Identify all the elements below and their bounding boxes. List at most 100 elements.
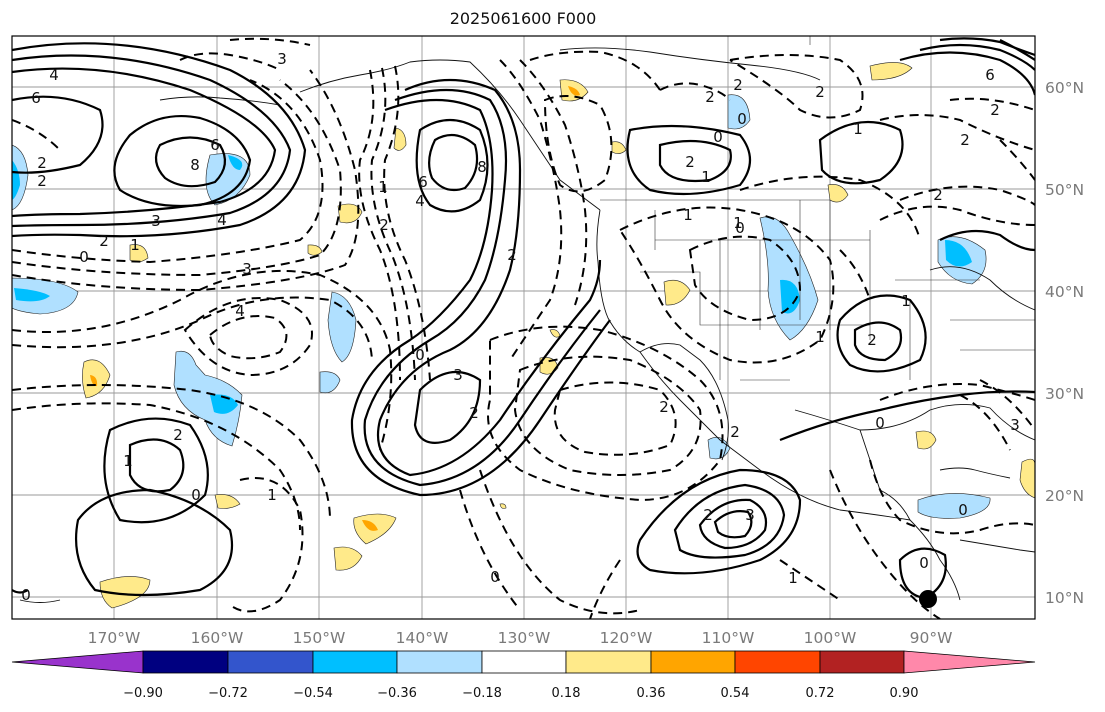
contour-label: 6 [31, 89, 41, 107]
contour-label: 2 [469, 404, 479, 422]
lat-tick-label: 30°N [1045, 385, 1084, 403]
contour-label: 4 [235, 302, 245, 320]
contour-label: 2 [933, 186, 943, 204]
contour-label: 2 [815, 83, 825, 101]
contour-label: 4 [49, 66, 59, 84]
colorbar-tick-label: 0.18 [552, 686, 581, 701]
lon-tick-label: 170°W [88, 629, 141, 647]
contour-label: 0 [958, 501, 968, 519]
contour-label: 2 [733, 76, 743, 94]
contour-label: 3 [151, 212, 161, 230]
contour-label: 0 [79, 248, 89, 266]
contour-label: 2 [867, 331, 877, 349]
colorbar-bin [650, 650, 736, 674]
colorbar-bin [142, 650, 229, 674]
contour-labels: 4 6 2 2 6 8 3 4 2 1 3 0 4 6 8 4 2 2 1 0 … [21, 50, 1020, 604]
contour-label: 1 [815, 328, 825, 346]
contour-label: 4 [415, 192, 425, 210]
contour-label: 3 [277, 50, 287, 68]
contour-label: 6 [985, 66, 995, 84]
contour-label: 1 [733, 214, 743, 232]
contour-label: 6 [418, 173, 428, 191]
colorbar-tick-label: −0.54 [293, 686, 333, 701]
colorbar-extend-left [11, 650, 144, 674]
contour-label: 2 [99, 232, 109, 250]
lon-tick-label: 150°W [293, 629, 346, 647]
lon-tick-label: 140°W [396, 629, 449, 647]
colorbar-tick-label: −0.18 [462, 686, 502, 701]
contour-label: 0 [875, 414, 885, 432]
colorbar-bin [227, 650, 314, 674]
contour-label: 2 [173, 426, 183, 444]
contour-label: 0 [415, 346, 425, 364]
contour-label: 2 [990, 101, 1000, 119]
colorbar-bin [734, 650, 821, 674]
contour-label: 1 [130, 236, 140, 254]
station-marker [919, 590, 937, 608]
contour-label: 6 [210, 136, 220, 154]
contour-label: 2 [960, 131, 970, 149]
lon-tick-label: 130°W [498, 629, 551, 647]
contour-label: 0 [713, 128, 723, 146]
colorbar-tick-label: −0.72 [208, 686, 248, 701]
colorbar-bin [396, 650, 483, 674]
contour-label: 1 [123, 452, 133, 470]
lon-tick-label: 110°W [702, 629, 755, 647]
contour-label: 8 [477, 158, 487, 176]
contour-label: 1 [378, 178, 388, 196]
contour-label: 2 [37, 154, 47, 172]
lon-tick-label: 90°W [910, 629, 953, 647]
colorbar-tick-label: −0.36 [377, 686, 417, 701]
colorbar-tick-label: 0.36 [637, 686, 666, 701]
contour-label: 3 [453, 366, 463, 384]
contour-label: 0 [737, 110, 747, 128]
contour-label: 0 [21, 586, 31, 604]
colorbar-tick-label: 0.54 [721, 686, 750, 701]
contour-label: 1 [267, 486, 277, 504]
contour-label: 2 [705, 88, 715, 106]
contour-label: 0 [191, 486, 201, 504]
lat-tick-label: 40°N [1045, 283, 1084, 301]
contour-label: 3 [1010, 416, 1020, 434]
colorbar-bin [312, 650, 398, 674]
contour-label: 2 [659, 398, 669, 416]
contour-label: 0 [735, 219, 745, 237]
lat-tick-label: 50°N [1045, 181, 1084, 199]
colorbar-tick-label: 0.72 [806, 686, 835, 701]
contour-label: 1 [901, 292, 911, 310]
contour-label: 1 [701, 168, 711, 186]
lon-tick-label: 160°W [191, 629, 244, 647]
colorbar-bin [819, 650, 905, 674]
contour-label: 1 [683, 206, 693, 224]
lat-tick-label: 60°N [1045, 79, 1084, 97]
contour-label: 0 [490, 568, 500, 586]
contour-label: 2 [685, 153, 695, 171]
contour-label: 2 [37, 172, 47, 190]
colorbar [11, 650, 1036, 674]
colorbar-bin [481, 650, 567, 674]
contour-label: 8 [190, 156, 200, 174]
colorbar-tick-label: −0.90 [123, 686, 163, 701]
colorbar-tick-label: 0.90 [890, 686, 919, 701]
lon-tick-label: 100°W [804, 629, 857, 647]
contour-label: 4 [217, 211, 227, 229]
lon-tick-label: 120°W [600, 629, 653, 647]
chart-title: 2025061600 F000 [449, 9, 597, 28]
contour-label: 3 [242, 260, 252, 278]
shaded-anomaly-areas [12, 62, 1035, 609]
contour-label: 3 [745, 506, 755, 524]
positive-contours [12, 37, 1035, 600]
contour-label: 1 [853, 120, 863, 138]
negative-contours [12, 37, 1035, 619]
colorbar-extend-right [903, 650, 1036, 674]
contour-label: 2 [379, 216, 389, 234]
political-borders [600, 36, 1035, 381]
lat-tick-label: 20°N [1045, 487, 1084, 505]
contour-label: 0 [919, 554, 929, 572]
contour-label: 1 [788, 569, 798, 587]
coastlines [19, 47, 1035, 603]
contour-label: 2 [730, 423, 740, 441]
colorbar-bin [565, 650, 652, 674]
map-frame [11, 35, 1036, 620]
